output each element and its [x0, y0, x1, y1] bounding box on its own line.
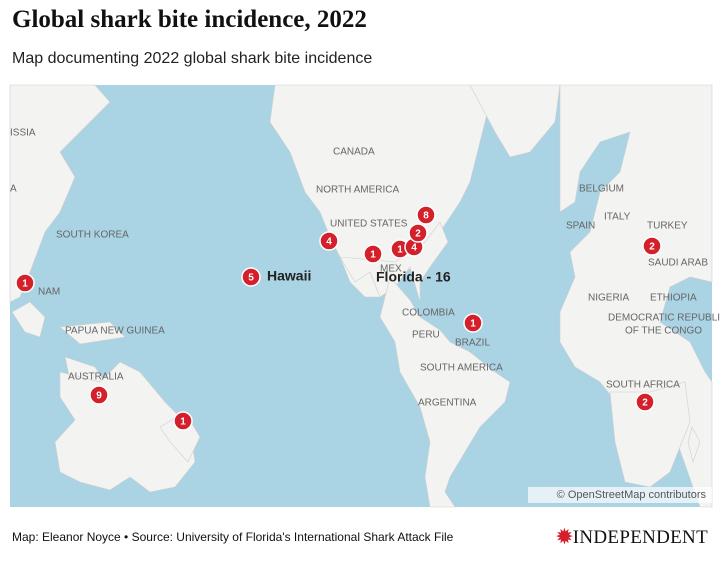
place-label: ETHIOPIA: [650, 293, 697, 304]
subtitle: Map documenting 2022 global shark bite i…: [12, 50, 373, 67]
bite-count: 1: [470, 319, 476, 330]
title: Global shark bite incidence, 2022: [12, 6, 367, 33]
bite-count: 2: [415, 229, 421, 240]
map: ISSIA A SOUTH KOREA NAM PAPUA NEW GUINEA AUST…: [9, 84, 720, 508]
bite-marker: [173, 411, 193, 431]
bite-count: 1: [22, 279, 28, 290]
place-label: BELGIUM: [579, 184, 624, 195]
bite-marker: [635, 392, 655, 412]
place-label: PERU: [412, 330, 440, 341]
place-label: NIGERIA: [588, 293, 629, 304]
place-label: NAM: [38, 287, 60, 298]
place-label: SPAIN: [566, 221, 595, 232]
bite-count: 4: [326, 237, 332, 248]
bite-marker: [241, 267, 261, 287]
place-label: AUSTRALIA: [68, 372, 124, 383]
bite-marker: [15, 273, 35, 293]
bite-marker: [642, 236, 662, 256]
place-label: MEX: [380, 264, 402, 275]
place-label: BRAZIL: [455, 338, 490, 349]
credit: Map: Eleanor Noyce • Source: University …: [12, 530, 454, 544]
logo: ✹INDEPENDENT: [556, 527, 708, 548]
bite-marker: [416, 205, 436, 225]
place-label: ISSIA: [10, 128, 36, 139]
bite-marker: [89, 385, 109, 405]
place-label: SOUTH KOREA: [56, 230, 129, 241]
bite-marker: [363, 244, 383, 264]
place-label: COLOMBIA: [402, 308, 455, 319]
place-label: ARGENTINA: [418, 398, 477, 409]
place-label: ITALY: [604, 212, 631, 223]
bite-count: 9: [96, 391, 102, 402]
bite-marker: [463, 313, 483, 333]
bite-count: 1: [397, 245, 403, 256]
place-label: PAPUA NEW GUINEA: [65, 326, 165, 337]
bite-count: 2: [649, 242, 655, 253]
place-label: NORTH AMERICA: [316, 185, 399, 196]
bite-count: 4: [411, 243, 417, 254]
attribution: © OpenStreetMap contributors: [557, 489, 707, 501]
place-label: SOUTH AFRICA: [606, 380, 680, 391]
bite-count: 5: [248, 273, 254, 284]
place-label: DEMOCRATIC REPUBLIC: [608, 313, 720, 324]
bite-count: 1: [180, 417, 186, 428]
place-label: TURKEY: [647, 221, 688, 232]
place-label: UNITED STATES: [330, 219, 408, 230]
attribution-bg: [528, 487, 712, 503]
logo-text: INDEPENDENT: [572, 527, 708, 548]
bite-count: 2: [642, 398, 648, 409]
place-label: CANADA: [333, 147, 375, 158]
place-label: OF THE CONGO: [625, 326, 702, 337]
bite-marker: [319, 231, 339, 251]
bite-marker: [408, 223, 428, 243]
bite-count: 1: [370, 250, 376, 261]
place-label: A: [10, 184, 17, 195]
callout: Hawaii: [267, 268, 311, 284]
callout: Florida - 16: [376, 269, 451, 285]
bite-count: 8: [423, 211, 429, 222]
place-label: SAUDI ARAB: [648, 258, 708, 269]
place-label: SOUTH AMERICA: [420, 363, 503, 374]
